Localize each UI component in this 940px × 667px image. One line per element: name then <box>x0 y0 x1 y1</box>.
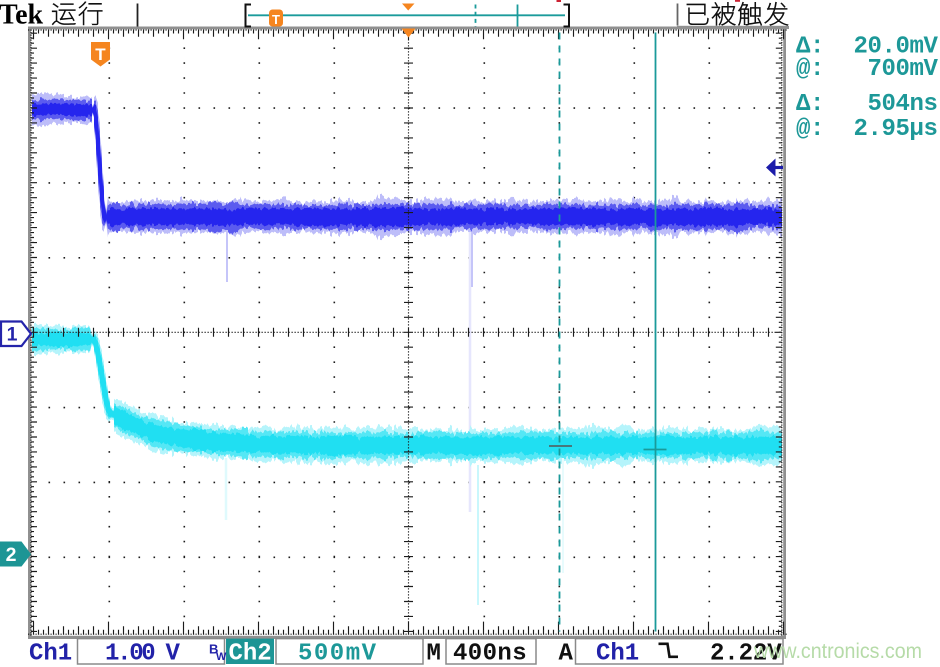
svg-text:1.00 V: 1.00 V <box>105 641 181 667</box>
svg-text:www.cntronics.com: www.cntronics.com <box>753 640 922 663</box>
svg-text:Ch1: Ch1 <box>596 641 639 667</box>
svg-text:B: B <box>209 642 218 657</box>
svg-text:2.95µs: 2.95µs <box>854 116 938 143</box>
svg-text:2: 2 <box>6 544 17 566</box>
svg-text:M: M <box>427 641 441 667</box>
svg-text:@:: @: <box>796 56 824 83</box>
svg-text:700mV: 700mV <box>868 56 939 83</box>
svg-text:20.0mV: 20.0mV <box>854 34 939 61</box>
svg-text:Δ:: Δ: <box>796 91 824 118</box>
svg-text:500mV: 500mV <box>298 641 378 667</box>
svg-text:Ch2: Ch2 <box>229 641 272 667</box>
svg-text:1: 1 <box>7 324 18 346</box>
svg-text:400ns: 400ns <box>453 641 527 667</box>
svg-text:@:: @: <box>796 116 824 143</box>
svg-text:Tek: Tek <box>0 0 44 31</box>
svg-text:2.22V: 2.22V <box>710 641 782 667</box>
svg-text:T: T <box>272 12 280 27</box>
svg-text:Ch1: Ch1 <box>29 641 72 667</box>
svg-text:A: A <box>559 641 574 667</box>
svg-text:Δ:: Δ: <box>796 34 824 61</box>
svg-text:T: T <box>95 45 106 64</box>
svg-text:W: W <box>216 651 227 663</box>
svg-text:504ns: 504ns <box>868 91 938 118</box>
